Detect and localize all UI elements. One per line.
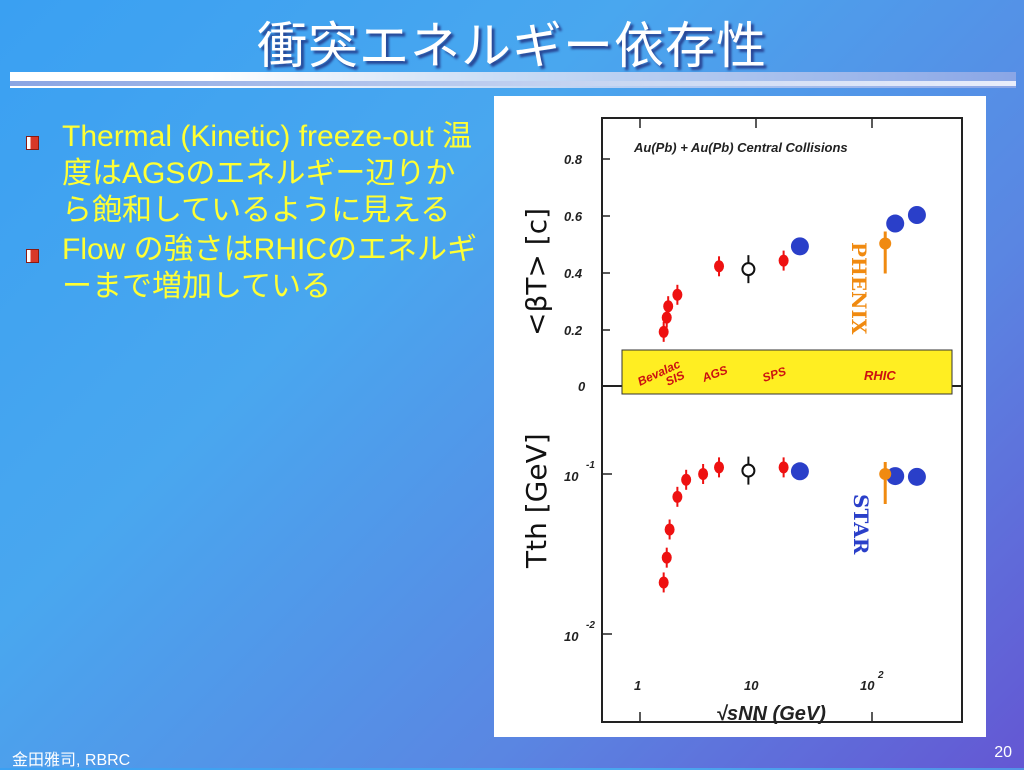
star-label: STAR [849, 494, 873, 555]
tick-label: 10 [564, 469, 579, 484]
bullet-list: Thermal (Kinetic) freeze-out 温度はAGSのエネルギ… [20, 118, 480, 307]
data-marks [658, 206, 926, 593]
data-point [664, 523, 675, 536]
data-point [658, 325, 669, 338]
tick-label: 0.4 [564, 266, 583, 281]
figure-plot: Au(Pb) + Au(Pb) Central Collisions 0.8 0… [520, 117, 963, 725]
phenix-data-point [879, 468, 892, 480]
x-tickmarks [639, 118, 873, 722]
data-point [778, 461, 789, 474]
star-data-point [886, 214, 905, 233]
tick-label: 0 [578, 379, 586, 394]
footer-author: 金田雅司, RBRC [12, 752, 131, 769]
data-point [663, 300, 674, 313]
data-point-open [741, 262, 756, 277]
figure-header: Au(Pb) + Au(Pb) Central Collisions [633, 140, 848, 155]
star-data-point [907, 467, 926, 486]
bottom-y-ticks: 10 -1 10 -2 [564, 460, 595, 644]
page-number: 20 [994, 744, 1012, 761]
tick-label: 10 [860, 678, 875, 693]
tick-label: 0.2 [564, 323, 583, 338]
tick-exponent: -2 [586, 620, 595, 631]
x-axis-label: √sNN (GeV) [716, 703, 826, 725]
data-point [681, 473, 692, 486]
data-point [714, 260, 725, 273]
band-label-rhic: RHIC [864, 368, 896, 383]
tick-label: 0.8 [564, 152, 583, 167]
star-data-point [790, 237, 809, 256]
data-point [661, 551, 672, 564]
tick-label: 0.6 [564, 209, 583, 224]
tick-label: 10 [744, 678, 759, 693]
star-data-point [790, 462, 809, 481]
phenix-label: PHENIX [847, 242, 871, 335]
tick-exponent: 2 [877, 670, 884, 681]
x-ticks: 1 10 10 2 [634, 670, 884, 693]
bullet-item: Flow の強さはRHICのエネルギーまで増加している [20, 231, 480, 305]
plot-frame [601, 117, 963, 723]
bullet-square-icon [26, 249, 39, 263]
y-axis-label-top: <βT> [c] [520, 208, 553, 336]
slide-title: 衝突エネルギー依存性 [257, 17, 767, 75]
bullet-square-icon [26, 136, 39, 150]
tick-label: 1 [634, 678, 641, 693]
data-point-open [741, 463, 756, 478]
data-point [778, 254, 789, 267]
y-axis-label-bottom: Tth [GeV] [520, 433, 553, 569]
data-point [672, 490, 683, 503]
bottom-y-tickmarks [602, 473, 612, 635]
top-y-ticks: 0.8 0.6 0.4 0.2 0 [564, 152, 586, 394]
top-y-tickmarks [602, 158, 610, 331]
tick-exponent: -1 [586, 460, 595, 471]
physics-figure: Au(Pb) + Au(Pb) Central Collisions 0.8 0… [494, 96, 986, 737]
phenix-data-point [879, 237, 892, 250]
data-point [661, 311, 672, 324]
bullet-item: Thermal (Kinetic) freeze-out 温度はAGSのエネルギ… [20, 118, 480, 229]
data-point [658, 576, 669, 589]
energy-band [621, 349, 953, 395]
tick-label: 10 [564, 629, 579, 644]
star-data-point [907, 206, 926, 224]
data-point [672, 288, 683, 301]
title-underline-bar [10, 72, 1016, 88]
data-point [698, 468, 709, 480]
data-point [714, 461, 725, 474]
bullet-text: Flow の強さはRHICのエネルギーまで増加している [62, 233, 478, 303]
bullet-text: Thermal (Kinetic) freeze-out 温度はAGSのエネルギ… [62, 120, 473, 227]
